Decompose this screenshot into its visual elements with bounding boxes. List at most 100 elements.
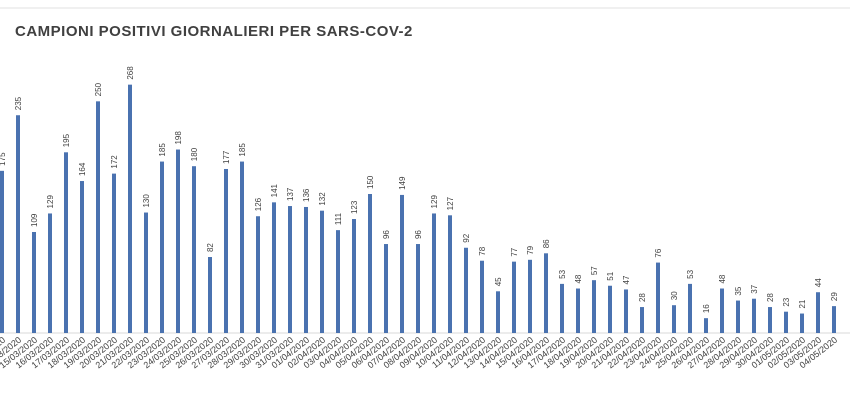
bar bbox=[704, 318, 708, 333]
value-label: 92 bbox=[462, 233, 471, 242]
value-label: 45 bbox=[494, 277, 503, 286]
bar bbox=[352, 219, 356, 333]
value-label: 79 bbox=[526, 245, 535, 254]
value-label: 48 bbox=[574, 274, 583, 283]
bar bbox=[480, 260, 484, 333]
value-label: 109 bbox=[30, 213, 39, 227]
chart-title: CAMPIONI POSITIVI GIORNALIERI PER SARS-C… bbox=[15, 23, 413, 40]
value-label: 21 bbox=[798, 299, 807, 308]
bar bbox=[656, 262, 660, 333]
bar bbox=[128, 84, 132, 333]
bar bbox=[80, 181, 84, 333]
value-label: 86 bbox=[542, 239, 551, 248]
value-label: 141 bbox=[270, 183, 279, 197]
bar bbox=[192, 166, 196, 333]
bar bbox=[112, 173, 116, 333]
value-label: 53 bbox=[686, 269, 695, 278]
value-label: 29 bbox=[830, 292, 839, 301]
value-label: 127 bbox=[446, 196, 455, 210]
bar bbox=[304, 206, 308, 333]
bar bbox=[16, 115, 20, 333]
bar bbox=[464, 247, 468, 333]
bar bbox=[160, 161, 164, 333]
value-label: 185 bbox=[158, 143, 167, 157]
bar bbox=[288, 206, 292, 333]
value-label: 76 bbox=[654, 248, 663, 257]
bar bbox=[560, 283, 564, 333]
value-label: 149 bbox=[398, 176, 407, 190]
value-label: 82 bbox=[206, 243, 215, 252]
bar bbox=[768, 307, 772, 333]
value-label: 48 bbox=[718, 274, 727, 283]
value-label: 57 bbox=[590, 266, 599, 275]
value-label: 16 bbox=[702, 304, 711, 313]
bar bbox=[368, 194, 372, 333]
value-label: 47 bbox=[622, 275, 631, 284]
bar bbox=[320, 210, 324, 333]
bar bbox=[640, 307, 644, 333]
value-label: 126 bbox=[254, 197, 263, 211]
value-label: 28 bbox=[638, 293, 647, 302]
value-label: 96 bbox=[382, 230, 391, 239]
bar bbox=[544, 253, 548, 333]
bar bbox=[432, 213, 436, 333]
value-label: 175 bbox=[0, 152, 7, 166]
bar bbox=[0, 170, 4, 333]
value-label: 130 bbox=[142, 194, 151, 208]
bar bbox=[48, 213, 52, 333]
bar bbox=[512, 261, 516, 333]
value-label: 185 bbox=[238, 143, 247, 157]
bar bbox=[448, 215, 452, 333]
bar bbox=[816, 292, 820, 333]
value-label: 77 bbox=[510, 247, 519, 256]
value-label: 96 bbox=[414, 230, 423, 239]
value-label: 198 bbox=[174, 131, 183, 145]
value-label: 53 bbox=[558, 269, 567, 278]
bar bbox=[336, 230, 340, 333]
bar bbox=[144, 212, 148, 333]
value-label: 268 bbox=[126, 66, 135, 80]
value-label: 23 bbox=[782, 297, 791, 306]
bar bbox=[608, 285, 612, 333]
value-label: 44 bbox=[814, 278, 823, 287]
value-label: 172 bbox=[110, 155, 119, 169]
value-label: 164 bbox=[78, 162, 87, 176]
bar bbox=[832, 306, 836, 333]
value-label: 129 bbox=[430, 195, 439, 209]
bar bbox=[256, 216, 260, 333]
bar bbox=[416, 244, 420, 333]
value-label: 177 bbox=[222, 150, 231, 164]
value-label: 180 bbox=[190, 147, 199, 161]
value-label: 137 bbox=[286, 187, 295, 201]
value-label: 37 bbox=[750, 284, 759, 293]
bar bbox=[208, 257, 212, 333]
value-label: 195 bbox=[62, 133, 71, 147]
bar bbox=[240, 161, 244, 333]
value-label: 250 bbox=[94, 82, 103, 96]
bar bbox=[624, 289, 628, 333]
bar bbox=[96, 101, 100, 333]
value-label: 35 bbox=[734, 286, 743, 295]
value-label: 28 bbox=[766, 293, 775, 302]
bar bbox=[736, 300, 740, 333]
value-label: 132 bbox=[318, 192, 327, 206]
bar bbox=[224, 168, 228, 333]
bar bbox=[592, 280, 596, 333]
bar bbox=[384, 244, 388, 333]
bar bbox=[32, 231, 36, 333]
bar bbox=[688, 283, 692, 333]
value-label: 129 bbox=[46, 195, 55, 209]
value-label: 111 bbox=[334, 212, 343, 225]
bar bbox=[784, 311, 788, 333]
bar bbox=[576, 288, 580, 333]
bar bbox=[272, 202, 276, 333]
value-label: 78 bbox=[478, 246, 487, 255]
bar bbox=[176, 149, 180, 333]
value-label: 30 bbox=[670, 291, 679, 300]
bar bbox=[800, 313, 804, 333]
value-label: 235 bbox=[14, 96, 23, 110]
bar bbox=[400, 194, 404, 333]
bar bbox=[64, 152, 68, 333]
bar bbox=[672, 305, 676, 333]
bar bbox=[528, 259, 532, 333]
